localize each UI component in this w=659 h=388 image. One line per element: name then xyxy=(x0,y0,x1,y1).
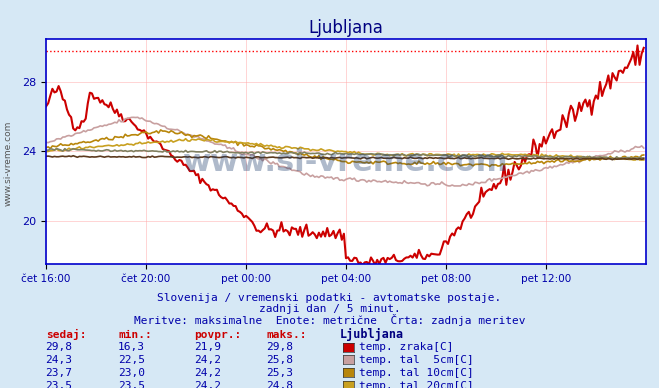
Text: Ljubljana: Ljubljana xyxy=(339,327,403,341)
Text: Slovenija / vremenski podatki - avtomatske postaje.: Slovenija / vremenski podatki - avtomats… xyxy=(158,293,501,303)
Text: 25,8: 25,8 xyxy=(266,355,293,365)
Text: sedaj:: sedaj: xyxy=(46,329,86,340)
Text: min.:: min.: xyxy=(119,329,152,340)
Text: 23,7: 23,7 xyxy=(45,368,72,378)
Text: temp. tal 10cm[C]: temp. tal 10cm[C] xyxy=(359,368,474,378)
Text: 23,0: 23,0 xyxy=(118,368,145,378)
Text: temp. tal 20cm[C]: temp. tal 20cm[C] xyxy=(359,381,474,388)
Text: 29,8: 29,8 xyxy=(266,342,293,352)
Text: povpr.:: povpr.: xyxy=(194,329,242,340)
Text: 24,3: 24,3 xyxy=(45,355,72,365)
Text: maks.:: maks.: xyxy=(267,329,307,340)
Text: www.si-vreme.com: www.si-vreme.com xyxy=(3,120,13,206)
Text: 23,5: 23,5 xyxy=(45,381,72,388)
Text: 24,2: 24,2 xyxy=(194,368,221,378)
Text: zadnji dan / 5 minut.: zadnji dan / 5 minut. xyxy=(258,304,401,314)
Text: temp. zraka[C]: temp. zraka[C] xyxy=(359,342,453,352)
Text: 25,3: 25,3 xyxy=(266,368,293,378)
Text: 21,9: 21,9 xyxy=(194,342,221,352)
Title: Ljubljana: Ljubljana xyxy=(308,19,384,37)
Text: 24,8: 24,8 xyxy=(266,381,293,388)
Text: 16,3: 16,3 xyxy=(118,342,145,352)
Text: 24,2: 24,2 xyxy=(194,355,221,365)
Text: Meritve: maksimalne  Enote: metrične  Črta: zadnja meritev: Meritve: maksimalne Enote: metrične Črta… xyxy=(134,314,525,326)
Text: 22,5: 22,5 xyxy=(118,355,145,365)
Text: 23,5: 23,5 xyxy=(118,381,145,388)
Text: 24,2: 24,2 xyxy=(194,381,221,388)
Text: www.si-vreme.com: www.si-vreme.com xyxy=(183,148,509,177)
Text: 29,8: 29,8 xyxy=(45,342,72,352)
Text: temp. tal  5cm[C]: temp. tal 5cm[C] xyxy=(359,355,474,365)
